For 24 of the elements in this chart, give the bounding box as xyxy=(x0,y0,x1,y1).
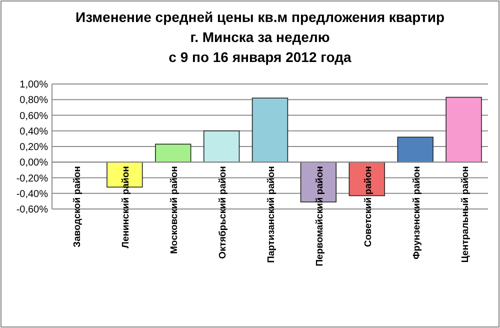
bar xyxy=(155,144,192,163)
y-tick-label: 0,20% xyxy=(20,142,48,153)
bar xyxy=(397,136,434,163)
y-tick-label: 1,00% xyxy=(20,80,48,90)
y-tick-label: 0,40% xyxy=(20,126,48,138)
y-tick-label: 0,00% xyxy=(20,158,48,169)
bar xyxy=(252,98,288,163)
y-tick-label: -0,20% xyxy=(16,173,48,184)
bar xyxy=(203,130,240,163)
x-tick-label: Партизанский район xyxy=(266,166,277,263)
bar xyxy=(446,96,482,163)
y-tick-label: 0,80% xyxy=(20,95,48,106)
x-tick-label: Заводской район xyxy=(72,166,84,248)
y-tick-label: 0,60% xyxy=(20,110,48,122)
y-tick-label: -0,40% xyxy=(16,188,48,200)
x-tick-label: Ленинский район xyxy=(120,166,132,248)
chart-title: Изменение средней цены кв.м предложения квартир г. Минска за неделю с 9 по 16 января 2012 года xyxy=(76,9,444,65)
x-tick-label: Центральный район xyxy=(460,166,471,263)
x-tick-label: Фрунзенский район xyxy=(411,166,422,260)
x-tick-label: Октябрьский район xyxy=(218,166,229,259)
x-tick-label: Московский район xyxy=(169,166,180,254)
y-tick-label: -0,60% xyxy=(16,204,48,216)
x-tick-label: Советский район xyxy=(362,166,374,248)
x-tick-label: Первомайский район xyxy=(314,166,326,266)
